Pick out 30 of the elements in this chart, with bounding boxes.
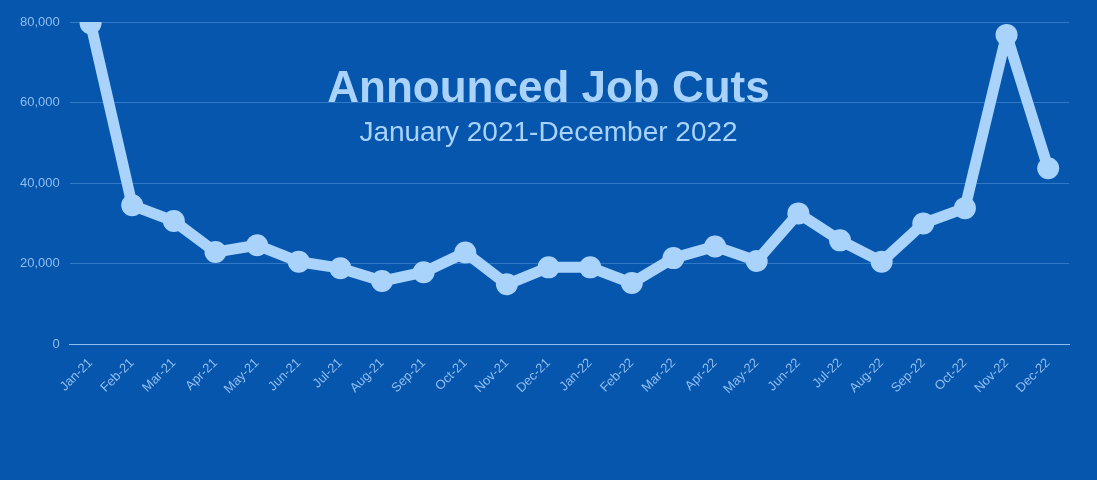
point bbox=[246, 234, 269, 257]
point bbox=[162, 210, 185, 233]
y-tick-label: 0 bbox=[52, 335, 60, 351]
point bbox=[995, 23, 1018, 46]
y-tick-label: 60,000 bbox=[20, 94, 60, 110]
point bbox=[1037, 157, 1060, 180]
y-tick-label: 40,000 bbox=[20, 174, 60, 190]
y-tick-label: 80,000 bbox=[20, 13, 60, 29]
point bbox=[579, 256, 602, 279]
point bbox=[537, 256, 560, 279]
point bbox=[412, 261, 435, 284]
point bbox=[787, 202, 810, 225]
point bbox=[912, 212, 935, 235]
point bbox=[620, 272, 643, 295]
text: Announced Job Cuts bbox=[327, 62, 770, 111]
point bbox=[662, 247, 685, 270]
point bbox=[121, 194, 144, 217]
point bbox=[870, 250, 893, 273]
point bbox=[745, 249, 768, 272]
y-tick-label: 20,000 bbox=[20, 255, 60, 271]
point bbox=[454, 241, 477, 264]
text: January 2021-December 2022 bbox=[358, 116, 739, 148]
point bbox=[287, 250, 310, 273]
point bbox=[829, 229, 852, 252]
point bbox=[329, 257, 352, 280]
point bbox=[371, 270, 394, 293]
point bbox=[495, 273, 518, 296]
point bbox=[953, 197, 976, 220]
point bbox=[204, 241, 227, 264]
point bbox=[704, 235, 727, 258]
